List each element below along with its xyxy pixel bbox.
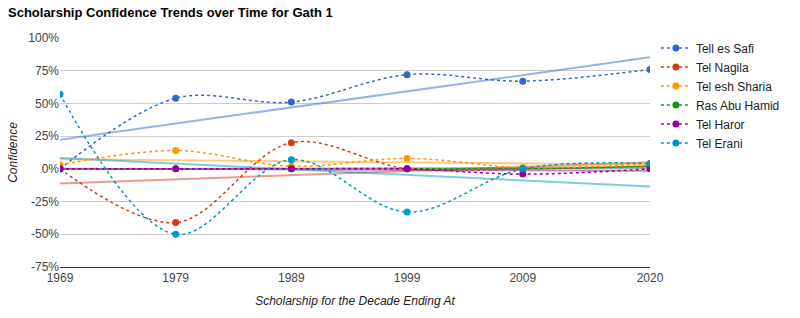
svg-text:Tel Nagila: Tel Nagila	[696, 61, 749, 75]
svg-text:-75%: -75%	[31, 260, 59, 274]
svg-text:Tel esh Sharia: Tel esh Sharia	[696, 80, 772, 94]
svg-text:-50%: -50%	[31, 227, 59, 241]
svg-text:25%: 25%	[35, 129, 59, 143]
svg-text:Ras Abu Hamid: Ras Abu Hamid	[696, 99, 779, 113]
svg-text:-25%: -25%	[31, 195, 59, 209]
svg-text:1969: 1969	[47, 271, 74, 285]
svg-text:Scholarship Confidence Trends: Scholarship Confidence Trends over Time …	[8, 5, 333, 20]
svg-text:1999: 1999	[394, 271, 421, 285]
svg-text:100%: 100%	[28, 31, 59, 45]
svg-text:Tel Erani: Tel Erani	[696, 137, 743, 151]
svg-text:Scholarship for the Decade End: Scholarship for the Decade Ending At	[255, 294, 455, 308]
svg-text:50%: 50%	[35, 97, 59, 111]
svg-text:0%: 0%	[42, 162, 60, 176]
svg-text:2009: 2009	[509, 271, 536, 285]
svg-text:Tell es Safi: Tell es Safi	[696, 42, 754, 56]
svg-text:2020: 2020	[637, 271, 664, 285]
svg-text:1979: 1979	[162, 271, 189, 285]
svg-text:Confidence: Confidence	[6, 122, 20, 183]
svg-text:Tel Haror: Tel Haror	[696, 118, 745, 132]
svg-text:1989: 1989	[278, 271, 305, 285]
svg-text:75%: 75%	[35, 64, 59, 78]
